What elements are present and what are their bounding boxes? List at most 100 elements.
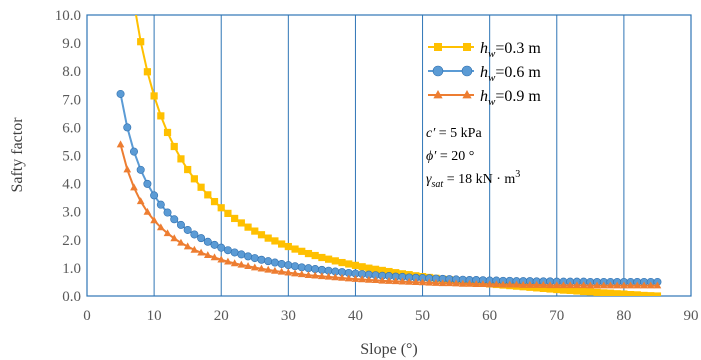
- data-point: [176, 220, 185, 229]
- data-point: [358, 275, 367, 283]
- data-point: [472, 280, 481, 287]
- x-tick-label: 20: [214, 308, 229, 324]
- legend-marker: [463, 43, 471, 51]
- data-point: [606, 289, 615, 296]
- annotation-line: γsat = 18 kN · m3: [426, 169, 520, 190]
- data-point: [573, 287, 581, 295]
- legend-marker: [433, 90, 443, 99]
- legend-marker: [434, 43, 442, 51]
- y-tick-label: 2.0: [62, 233, 81, 249]
- y-tick-label: 7.0: [62, 92, 81, 108]
- x-tick-labels: 0 10 20 30 40 50 60 70 80 90: [83, 308, 698, 324]
- data-point: [217, 255, 226, 263]
- data-point: [204, 191, 212, 199]
- data-point: [190, 245, 199, 253]
- data-point: [452, 279, 460, 287]
- data-point: [365, 275, 373, 283]
- data-point: [217, 243, 226, 252]
- data-point: [210, 240, 219, 249]
- legend-label: hw=0.3 m: [480, 40, 541, 60]
- data-point: [231, 214, 239, 223]
- x-tick-label: 50: [415, 308, 430, 324]
- data-point: [512, 280, 521, 288]
- data-point: [546, 285, 554, 293]
- data-point: [264, 234, 272, 242]
- data-point: [546, 281, 554, 289]
- data-point: [150, 216, 158, 224]
- data-point: [291, 245, 299, 253]
- legend-marker: [432, 65, 444, 77]
- data-point: [304, 249, 313, 258]
- data-point: [566, 281, 575, 289]
- data-point: [223, 246, 232, 255]
- data-point: [143, 207, 152, 215]
- data-point: [244, 262, 252, 270]
- data-point: [210, 253, 219, 261]
- y-tick-labels: 0.0 1.0 2.0 3.0 4.0 5.0 6.0 7.0 8.0 9.0 10.0: [55, 8, 81, 305]
- data-point: [230, 259, 239, 267]
- data-point: [143, 68, 151, 76]
- y-tick-label: 9.0: [62, 36, 81, 52]
- data-point: [365, 264, 373, 272]
- data-point: [358, 263, 366, 271]
- annotation-line: c′ = 5 kPa: [426, 126, 482, 141]
- data-point: [647, 292, 655, 296]
- data-point: [156, 223, 165, 231]
- data-point: [579, 281, 588, 289]
- data-point: [163, 128, 172, 137]
- data-point: [539, 284, 547, 293]
- data-point: [338, 258, 346, 267]
- data-point: [325, 255, 333, 263]
- data-point: [559, 286, 568, 294]
- series-3: [116, 140, 662, 289]
- data-point: [479, 280, 487, 287]
- data-point: [291, 269, 299, 277]
- y-tick-label: 10.0: [55, 8, 81, 24]
- data-point: [123, 165, 132, 173]
- data-point: [600, 289, 608, 296]
- data-point: [344, 274, 353, 282]
- data-point: [277, 259, 286, 268]
- data-point: [331, 257, 339, 265]
- data-point: [284, 268, 293, 276]
- data-point: [640, 291, 648, 296]
- x-axis-title: Slope (°): [360, 341, 418, 358]
- data-point: [351, 275, 360, 282]
- data-point: [203, 251, 212, 259]
- data-point: [532, 280, 541, 288]
- data-point: [250, 263, 259, 271]
- annotation: c′ = 5 kPa ϕ′ = 20 ° γsat = 18 kN · m3: [426, 126, 520, 190]
- data-point: [646, 281, 655, 289]
- data-point: [150, 191, 159, 200]
- data-point: [593, 288, 601, 296]
- data-point: [190, 175, 198, 183]
- data-point: [626, 281, 635, 289]
- data-point: [257, 231, 266, 239]
- data-point: [586, 288, 594, 296]
- data-point: [237, 219, 245, 227]
- data-point: [271, 266, 279, 274]
- data-point: [183, 225, 192, 234]
- data-point: [378, 266, 386, 275]
- y-axis-title: Safty factor: [9, 117, 26, 193]
- y-tick-label: 5.0: [62, 149, 81, 165]
- data-point: [264, 257, 273, 266]
- data-point: [351, 261, 360, 269]
- data-point: [270, 258, 279, 267]
- data-point: [197, 183, 205, 191]
- data-point: [627, 290, 635, 296]
- x-tick-label: 90: [684, 308, 699, 324]
- data-point: [653, 292, 662, 296]
- series-line: [119, 144, 658, 287]
- data-point: [318, 272, 326, 280]
- y-tick-label: 4.0: [62, 177, 81, 193]
- data-point: [593, 281, 601, 289]
- legend-label: hw=0.9 m: [480, 88, 541, 108]
- data-point: [251, 227, 259, 235]
- data-point: [586, 281, 595, 289]
- data-point: [552, 281, 561, 289]
- data-point: [526, 280, 534, 288]
- x-tick-label: 60: [482, 308, 497, 324]
